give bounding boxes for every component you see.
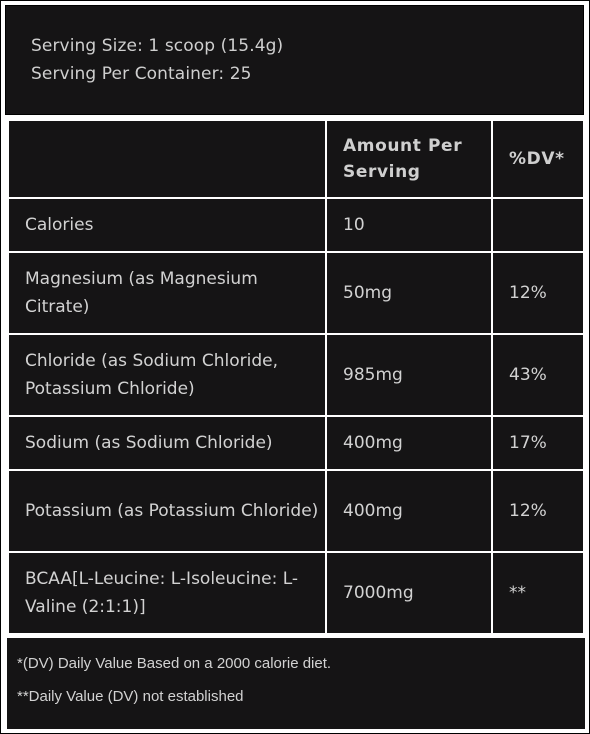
nutrient-dv (491, 197, 585, 253)
table-row: Chloride (as Sodium Chloride, Potassium … (7, 333, 585, 417)
table-row: BCAA[L-Leucine: L-Isoleucine: L-Valine (… (7, 551, 585, 635)
table-header-row: Amount Per Serving %DV* (7, 119, 585, 199)
nutrient-dv: 43% (491, 333, 585, 417)
nutrient-name: Sodium (as Sodium Chloride) (7, 415, 327, 471)
table-row: Potassium (as Potassium Chloride) 400mg … (7, 469, 585, 553)
table-row: Magnesium (as Magnesium Citrate) 50mg 12… (7, 251, 585, 335)
nutrient-name: BCAA[L-Leucine: L-Isoleucine: L-Valine (… (7, 551, 327, 635)
header-dv: %DV* (491, 119, 585, 199)
servings-per-container: Serving Per Container: 25 (31, 64, 252, 84)
nutrient-dv: 17% (491, 415, 585, 471)
nutrient-name: Chloride (as Sodium Chloride, Potassium … (7, 333, 327, 417)
serving-info-panel: Serving Size: 1 scoop (15.4g) Serving Pe… (5, 5, 584, 115)
nutrient-dv: 12% (491, 469, 585, 553)
table-row: Calories 10 (7, 197, 585, 253)
footnote-dv-basis: *(DV) Daily Value Based on a 2000 calori… (17, 655, 332, 672)
table-row: Sodium (as Sodium Chloride) 400mg 17% (7, 415, 585, 471)
nutrient-name: Magnesium (as Magnesium Citrate) (7, 251, 327, 335)
serving-size: Serving Size: 1 scoop (15.4g) (31, 36, 284, 56)
nutrient-amount: 400mg (325, 469, 493, 553)
nutrient-name: Calories (7, 197, 327, 253)
nutrient-amount: 400mg (325, 415, 493, 471)
footnotes-panel: *(DV) Daily Value Based on a 2000 calori… (7, 638, 585, 729)
nutrient-amount: 50mg (325, 251, 493, 335)
nutrition-table-wrap: Amount Per Serving %DV* Calories 10 Magn… (5, 117, 585, 729)
nutrient-dv: 12% (491, 251, 585, 335)
nutrient-amount: 985mg (325, 333, 493, 417)
footnote-dv-not-established: **Daily Value (DV) not established (17, 688, 244, 705)
header-amount: Amount Per Serving (325, 119, 493, 199)
header-nutrient (7, 119, 327, 199)
nutrient-name: Potassium (as Potassium Chloride) (7, 469, 327, 553)
nutrient-dv: ** (491, 551, 585, 635)
nutrient-amount: 10 (325, 197, 493, 253)
nutrition-facts-table: Amount Per Serving %DV* Calories 10 Magn… (7, 119, 585, 635)
nutrient-amount: 7000mg (325, 551, 493, 635)
